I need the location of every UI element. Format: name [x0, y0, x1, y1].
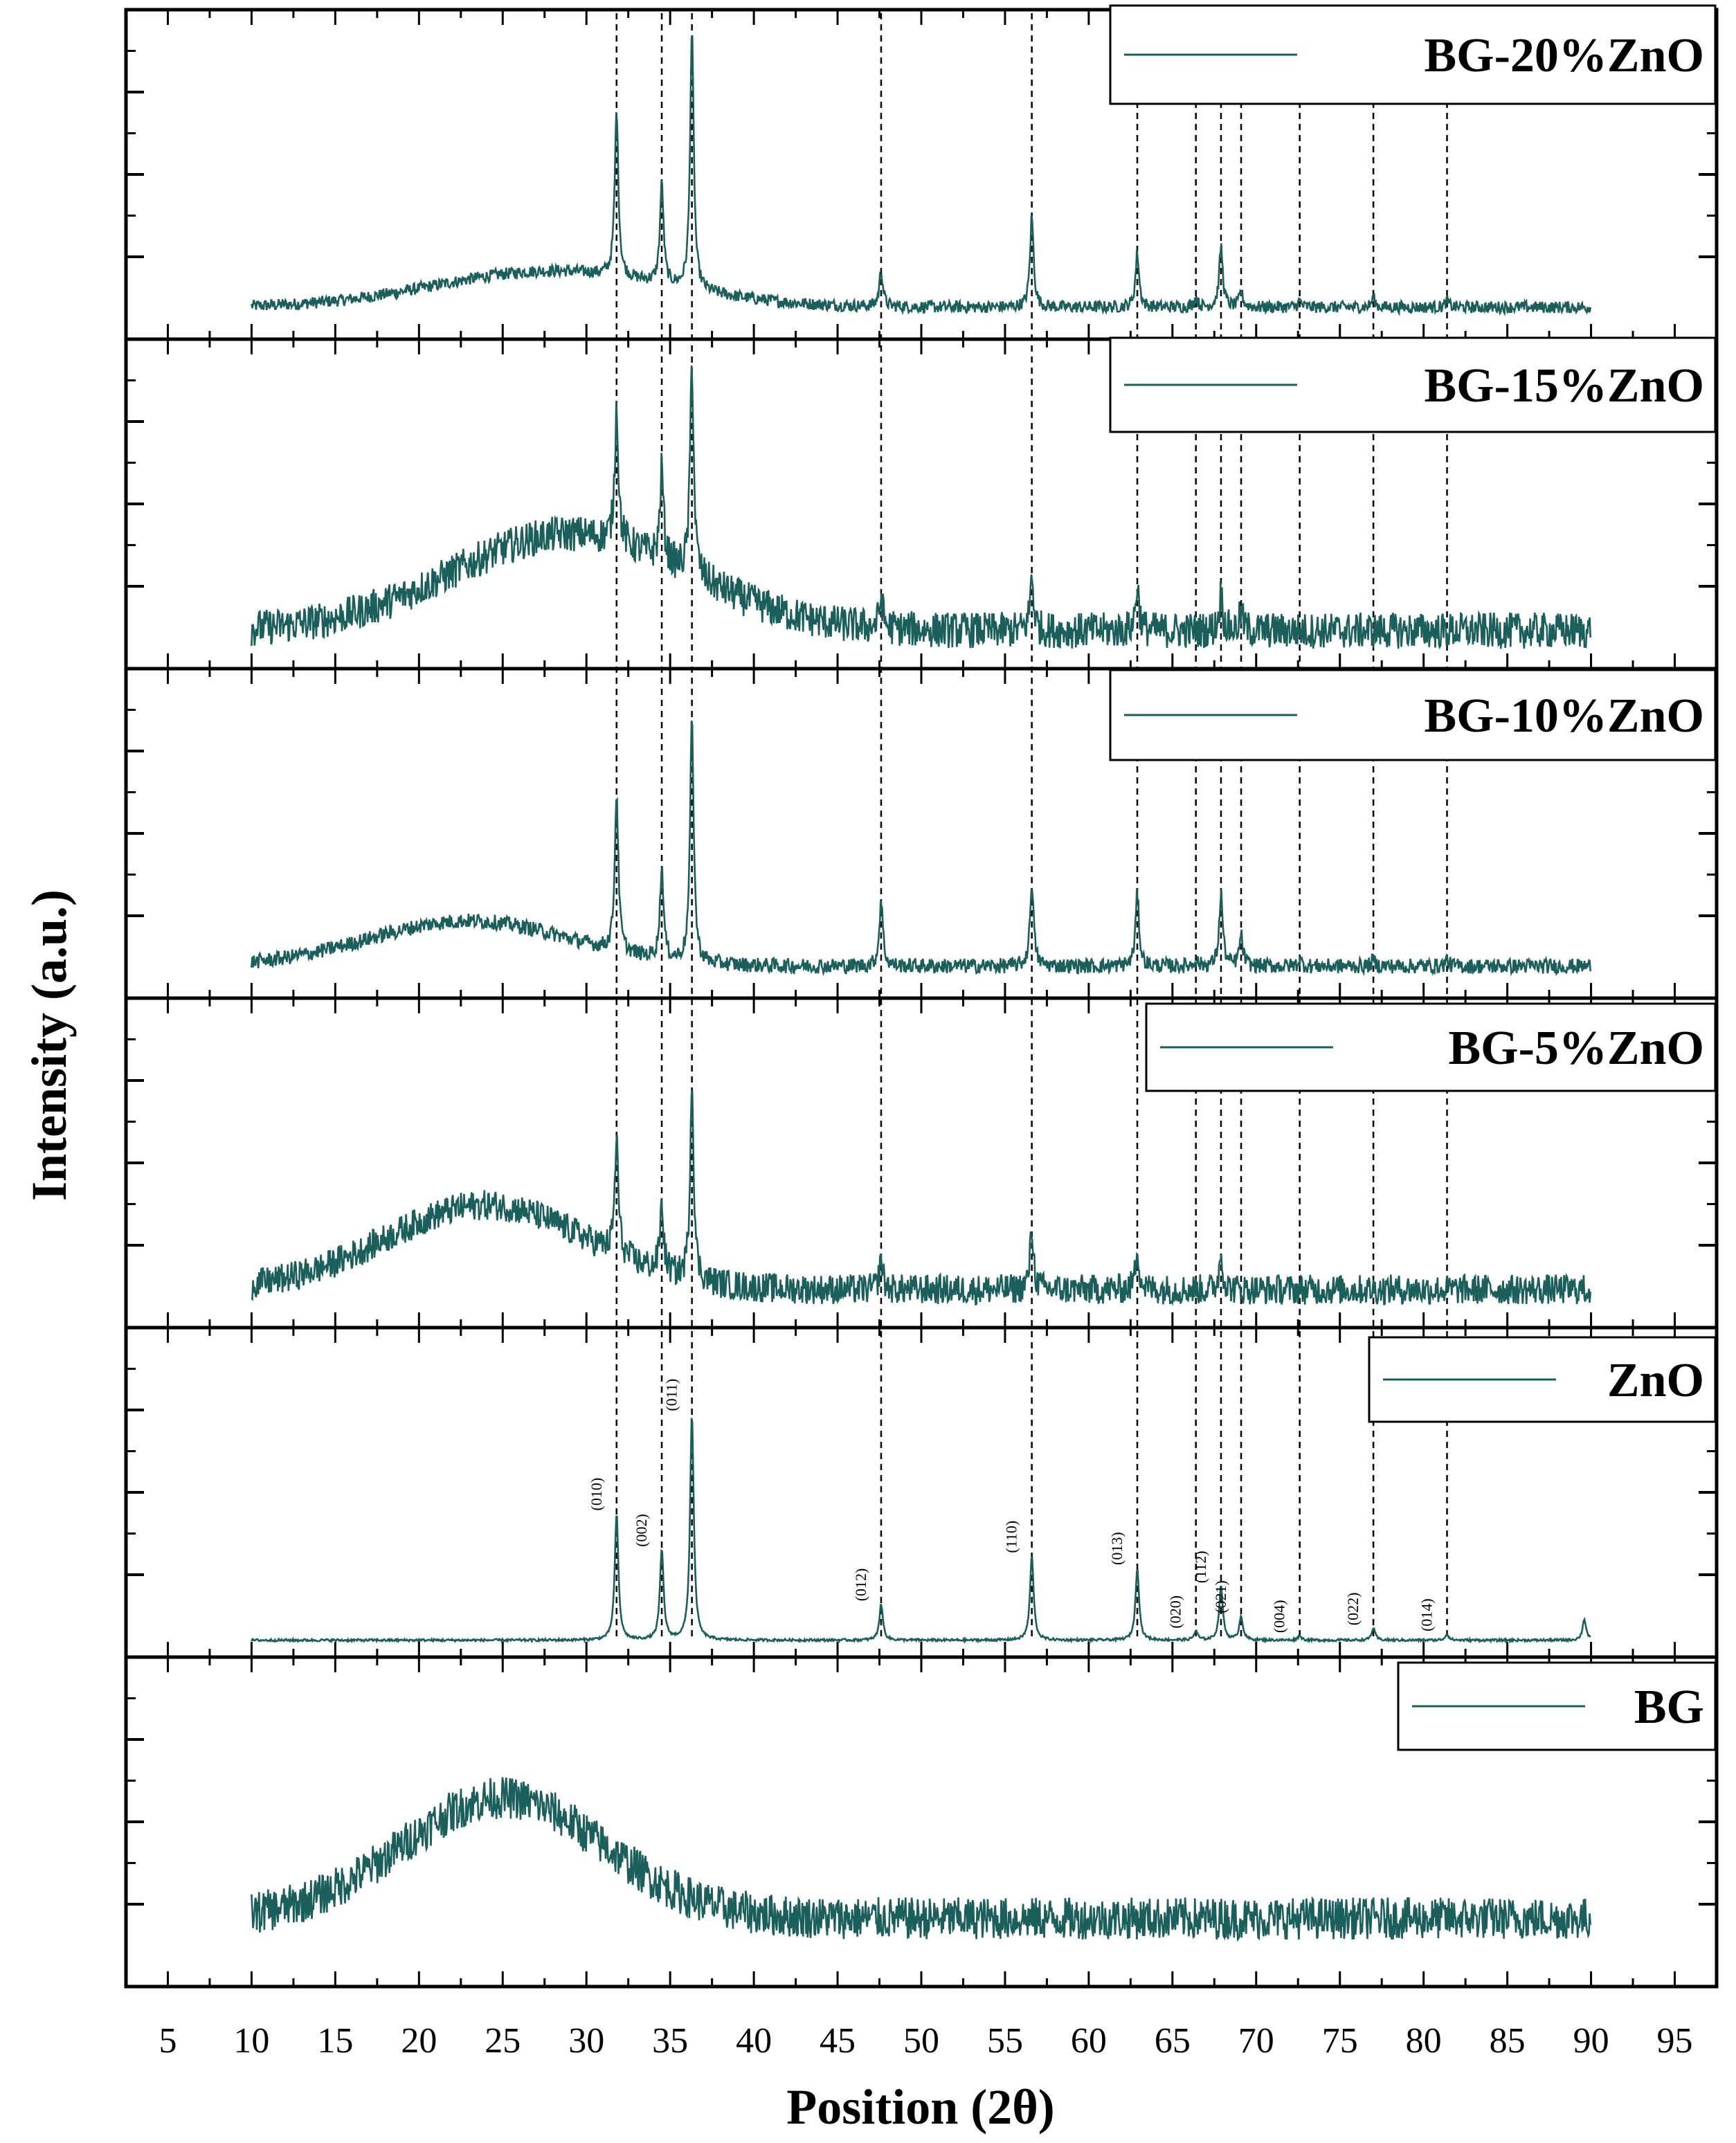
series-line-BG — [251, 1777, 1591, 1942]
hkl-label: (020) — [1167, 1595, 1184, 1629]
x-tick-label: 60 — [1071, 2021, 1107, 2061]
legend-label: BG-20%ZnO — [1424, 29, 1704, 82]
x-tick-label: 35 — [652, 2021, 688, 2061]
x-tick-label: 70 — [1238, 2021, 1274, 2061]
x-tick-label: 85 — [1490, 2021, 1526, 2061]
x-tick-label: 15 — [317, 2021, 353, 2061]
x-tick-label: 95 — [1657, 2021, 1693, 2061]
x-tick-label: 90 — [1573, 2021, 1609, 2061]
x-tick-label: 40 — [736, 2021, 772, 2061]
x-tick-label: 20 — [401, 2021, 437, 2061]
hkl-label: (022) — [1344, 1593, 1362, 1626]
hkl-label: (110) — [1003, 1521, 1020, 1553]
x-tick-label: 10 — [233, 2021, 269, 2061]
hkl-label: (010) — [588, 1478, 605, 1511]
x-axis-title: Position (2θ) — [786, 2079, 1055, 2135]
hkl-label: (021) — [1212, 1580, 1229, 1613]
x-tick-label: 50 — [903, 2021, 939, 2061]
series-line-BG-10%ZnO — [251, 720, 1591, 977]
x-tick-label: 65 — [1155, 2021, 1191, 2061]
legend-label: BG-15%ZnO — [1424, 359, 1704, 413]
x-tick-label: 45 — [820, 2021, 856, 2061]
x-tick-label: 25 — [485, 2021, 521, 2061]
x-tick-label: 30 — [568, 2021, 604, 2061]
x-tick-label: 80 — [1406, 2021, 1442, 2061]
hkl-label: (002) — [633, 1514, 650, 1547]
series-line-ZnO — [251, 1418, 1591, 1645]
hkl-label: (004) — [1271, 1600, 1288, 1633]
legend-label: ZnO — [1607, 1354, 1704, 1407]
legend-label: BG-5%ZnO — [1448, 1022, 1704, 1075]
hkl-label: (012) — [852, 1568, 869, 1602]
hkl-label: (013) — [1108, 1532, 1125, 1565]
series-line-BG-5%ZnO — [251, 1091, 1591, 1306]
x-tick-label: 5 — [159, 2021, 177, 2061]
hkl-label: (112) — [1192, 1550, 1209, 1583]
hkl-label: (014) — [1418, 1598, 1436, 1631]
x-tick-label: 55 — [987, 2021, 1023, 2061]
series-line-BG-15%ZnO — [251, 365, 1591, 650]
series-line-BG-20%ZnO — [251, 35, 1591, 317]
hkl-label: (011) — [663, 1379, 680, 1411]
y-axis-title: Intensity (a.u.) — [21, 889, 77, 1201]
legend-label: BG-10%ZnO — [1424, 689, 1704, 743]
legend-label: BG — [1634, 1681, 1704, 1734]
x-tick-label: 75 — [1322, 2021, 1358, 2061]
